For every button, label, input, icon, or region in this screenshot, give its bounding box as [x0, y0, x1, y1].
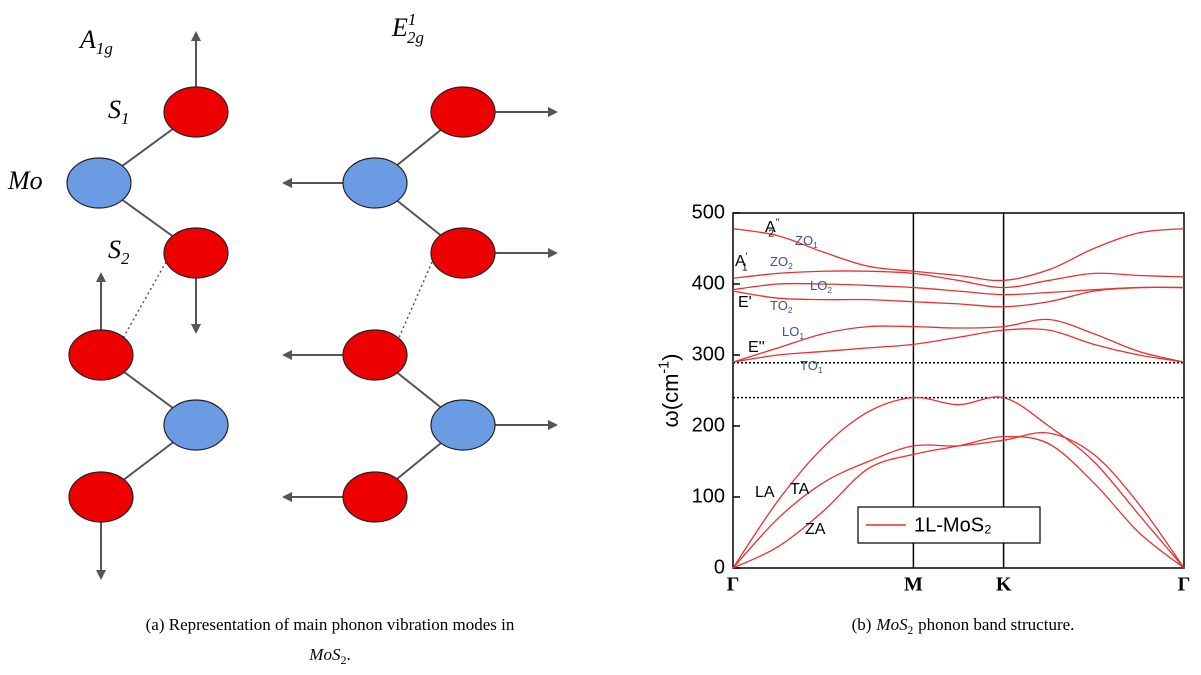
annotation: TA: [790, 481, 810, 498]
text: S: [108, 235, 121, 264]
text: ZO: [770, 254, 788, 269]
sub: 2: [908, 625, 914, 637]
sup: '': [776, 217, 780, 228]
annotation: TO2: [770, 298, 793, 315]
sub: 1: [121, 109, 129, 128]
formula: MoS: [308, 645, 341, 664]
sub: 2: [827, 285, 832, 295]
annotation: LA: [755, 484, 775, 501]
band-line: [732, 435, 1185, 569]
annotation: TO1: [800, 358, 823, 375]
band-line: [732, 270, 1185, 289]
annotation: LO1: [782, 324, 804, 341]
tail: ): [658, 354, 683, 361]
text: A: [78, 25, 96, 54]
sub: 1: [818, 365, 823, 375]
annotation: ZO2: [770, 254, 793, 271]
text: LO: [782, 324, 799, 339]
sub: 2g: [407, 28, 424, 47]
sup: -1: [656, 361, 672, 374]
atom-label: S2: [108, 235, 130, 268]
band-line: [732, 396, 1185, 569]
atom-label: S1: [108, 95, 129, 128]
annotation: A'' 2: [765, 217, 780, 239]
annotation: E'': [748, 339, 765, 356]
sub: 1g: [96, 39, 113, 58]
text: Mo: [7, 166, 43, 195]
mode-label: A1g: [78, 25, 113, 58]
sup: 1: [408, 10, 416, 29]
annotation: E': [738, 294, 752, 311]
band-line: [732, 328, 1185, 363]
mode-label: E1 2g: [391, 10, 424, 47]
annotation: LO2: [810, 278, 832, 295]
y-axis-label: ω(cm-1): [656, 354, 683, 428]
text: A: [735, 253, 746, 270]
text: ZO: [795, 233, 813, 248]
legend-box: [857, 506, 1041, 544]
x-tick-label: M: [904, 574, 923, 596]
formula: MoS: [875, 615, 908, 634]
sub: 2: [121, 249, 130, 268]
y-tick-label: 0: [714, 556, 725, 578]
y-tick-label: 100: [692, 485, 725, 507]
text: E: [391, 13, 408, 42]
band-line: [732, 286, 1185, 308]
sub: 2: [788, 305, 793, 315]
y-tick-label: 400: [692, 272, 725, 294]
x-tick-label: K: [996, 574, 1012, 596]
y-tick-label: 500: [692, 201, 725, 223]
annotation: ZO1: [795, 233, 818, 250]
text: A: [765, 219, 776, 236]
sup: ': [746, 251, 748, 262]
band-line: [732, 227, 1185, 282]
band-line: [732, 431, 1185, 569]
atom-label: Mo: [7, 166, 43, 195]
text: TO: [770, 298, 788, 313]
text: LA: [755, 484, 775, 501]
caption: (a) Representation of main phonon vibrat…: [146, 615, 515, 634]
annotation: A' 1: [735, 251, 748, 273]
sub: 1: [799, 331, 804, 341]
tail: .: [346, 645, 350, 664]
plot-frame: [732, 212, 1185, 569]
text: S: [108, 95, 121, 124]
y-tick-label: 300: [692, 343, 725, 365]
x-tick-label: Γ: [1178, 574, 1191, 596]
y-tick-label: 200: [692, 414, 725, 436]
band-line: [732, 318, 1185, 363]
diagram: [66, 31, 558, 580]
text: E'': [748, 339, 765, 356]
sub: 2: [340, 653, 346, 667]
text: TA: [790, 481, 810, 498]
sub: 2: [768, 228, 774, 239]
sub: 1: [742, 262, 748, 273]
x-tick-label: Γ: [727, 574, 740, 596]
text: ω(cm: [658, 374, 683, 428]
text: E': [738, 294, 752, 311]
text: LO: [810, 278, 827, 293]
text: ZA: [805, 521, 826, 538]
legend-label: 1L-MoS₂: [914, 514, 992, 536]
sub: 2: [788, 261, 793, 271]
text: (b): [852, 615, 872, 634]
sub: 1: [813, 240, 818, 250]
annotation: ZA: [805, 521, 826, 538]
tail: phonon band structure.: [918, 615, 1074, 634]
text: TO: [800, 358, 818, 373]
caption: MoS2.: [308, 645, 350, 667]
caption: (b) MoS2 phonon band structure.: [852, 615, 1075, 637]
